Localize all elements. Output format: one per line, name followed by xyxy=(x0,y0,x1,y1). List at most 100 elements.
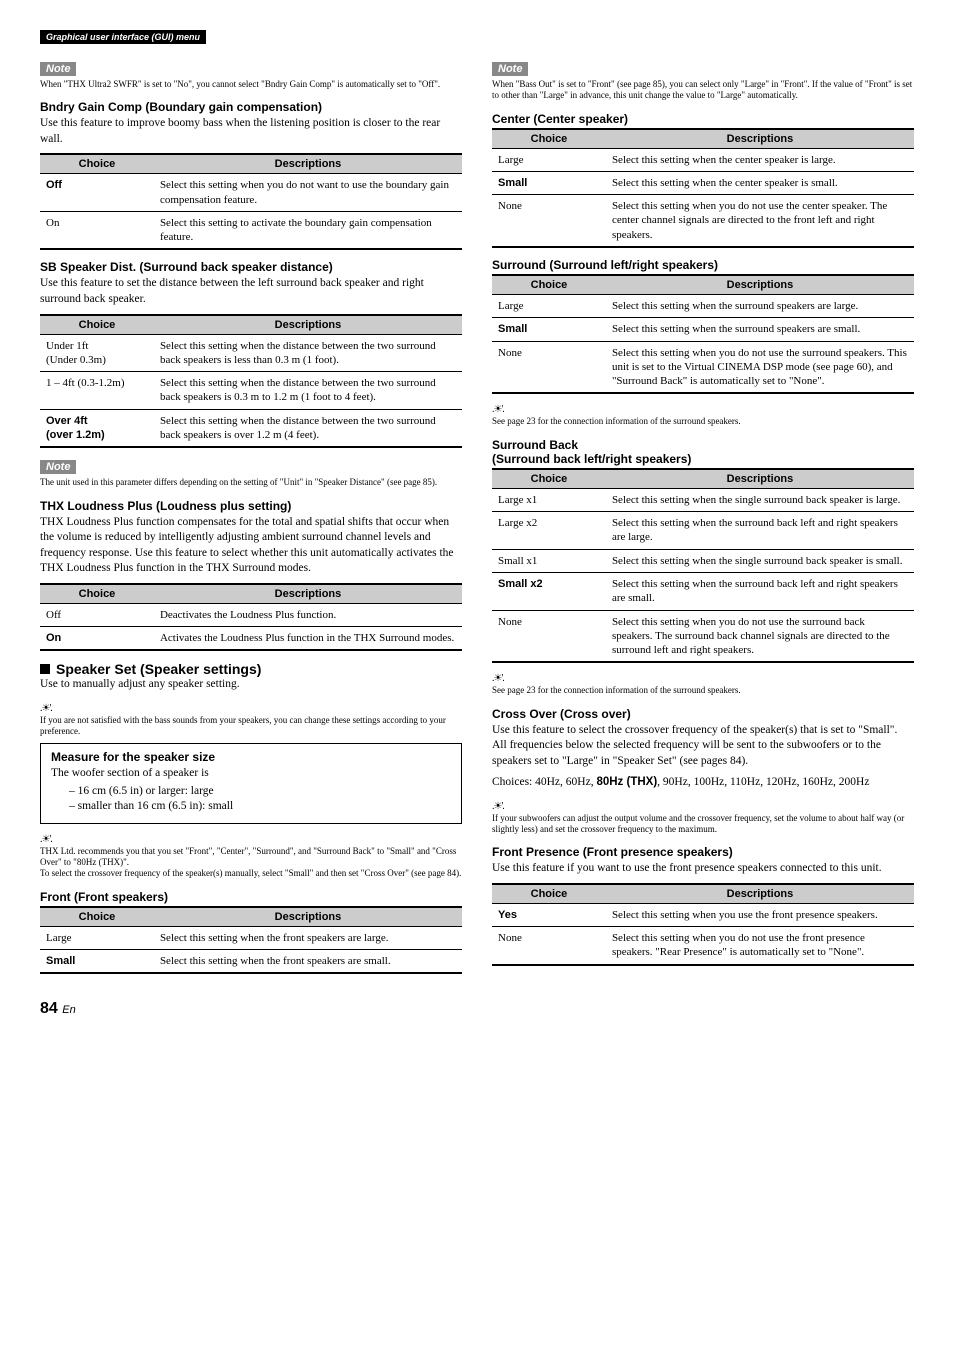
table-cell: Small xyxy=(40,949,154,973)
sb-body: Use this feature to set the distance bet… xyxy=(40,276,462,307)
table-cell: Small x1 xyxy=(492,549,606,572)
tip-icon: .☀'. xyxy=(40,703,52,714)
tip-icon: .☀'. xyxy=(492,404,504,415)
table-cell: None xyxy=(492,195,606,247)
thx-table: ChoiceDescriptions OffDeactivates the Lo… xyxy=(40,583,462,652)
sb-table: ChoiceDescriptions Under 1ft (Under 0.3m… xyxy=(40,314,462,449)
table-cell: Large xyxy=(492,294,606,317)
tip-icon: .☀'. xyxy=(492,673,504,684)
th-desc: Descriptions xyxy=(606,275,914,295)
th-desc: Descriptions xyxy=(606,129,914,149)
table-cell: None xyxy=(492,610,606,662)
table-cell: On xyxy=(40,211,154,249)
table-cell: Large x2 xyxy=(492,512,606,550)
th-choice: Choice xyxy=(40,907,154,927)
tip-text: THX Ltd. recommends you that you set "Fr… xyxy=(40,846,462,880)
tip-text: See page 23 for the connection informati… xyxy=(492,685,914,696)
th-desc: Descriptions xyxy=(606,469,914,489)
box-line: The woofer section of a speaker is xyxy=(51,766,451,782)
table-cell: Small xyxy=(492,171,606,194)
table-cell: Select this setting when the center spea… xyxy=(606,171,914,194)
table-cell: Select this setting when the surround sp… xyxy=(606,294,914,317)
header-bar: Graphical user interface (GUI) menu xyxy=(40,30,206,44)
surround-back-table: ChoiceDescriptions Large x1Select this s… xyxy=(492,468,914,664)
note-text: The unit used in this parameter differs … xyxy=(40,477,462,488)
surround-title: Surround (Surround left/right speakers) xyxy=(492,258,914,272)
table-cell: Select this setting when the single surr… xyxy=(606,488,914,511)
th-choice: Choice xyxy=(492,129,606,149)
front-title: Front (Front speakers) xyxy=(40,890,462,904)
page-number-value: 84 xyxy=(40,1000,58,1017)
measure-box: Measure for the speaker size The woofer … xyxy=(40,743,462,824)
table-cell: Small xyxy=(492,318,606,341)
front-table: ChoiceDescriptions LargeSelect this sett… xyxy=(40,906,462,975)
speaker-set-heading: Speaker Set (Speaker settings) xyxy=(40,661,462,677)
tip-text: If your subwoofers can adjust the output… xyxy=(492,813,914,836)
left-column: Note When "THX Ultra2 SWFR" is set to "N… xyxy=(40,56,462,980)
table-cell: 1 – 4ft (0.3-1.2m) xyxy=(40,372,154,410)
bndry-body: Use this feature to improve boomy bass w… xyxy=(40,116,462,147)
crossover-choices: Choices: 40Hz, 60Hz, 80Hz (THX), 90Hz, 1… xyxy=(492,775,914,791)
table-cell: Activates the Loudness Plus function in … xyxy=(154,626,462,650)
table-cell: None xyxy=(492,927,606,965)
table-cell: Yes xyxy=(492,903,606,926)
table-cell: Under 1ft (Under 0.3m) xyxy=(40,334,154,372)
table-cell: Over 4ft (over 1.2m) xyxy=(40,409,154,447)
table-cell: Off xyxy=(40,174,154,212)
th-choice: Choice xyxy=(492,469,606,489)
table-cell: Select this setting when the surround ba… xyxy=(606,572,914,610)
th-desc: Descriptions xyxy=(154,154,462,174)
th-desc: Descriptions xyxy=(154,315,462,335)
table-cell: Select this setting when the distance be… xyxy=(154,409,462,447)
table-cell: Select this setting when the front speak… xyxy=(154,949,462,973)
table-cell: Select this setting when you do not use … xyxy=(606,927,914,965)
front-presence-title: Front Presence (Front presence speakers) xyxy=(492,845,914,859)
note-label: Note xyxy=(492,62,528,76)
table-cell: Select this setting when the single surr… xyxy=(606,549,914,572)
crossover-body: Use this feature to select the crossover… xyxy=(492,723,914,770)
tip-text: See page 23 for the connection informati… xyxy=(492,416,914,427)
bndry-table: ChoiceDescriptions OffSelect this settin… xyxy=(40,153,462,250)
choices-bold: 80Hz (THX) xyxy=(596,776,657,788)
note-label: Note xyxy=(40,62,76,76)
surround-back-subtitle: (Surround back left/right speakers) xyxy=(492,452,914,466)
table-cell: Select this setting when the distance be… xyxy=(154,372,462,410)
note-text: When "Bass Out" is set to "Front" (see p… xyxy=(492,79,914,102)
th-choice: Choice xyxy=(492,275,606,295)
center-title: Center (Center speaker) xyxy=(492,112,914,126)
table-cell: Select this setting when you do not use … xyxy=(606,195,914,247)
content-columns: Note When "THX Ultra2 SWFR" is set to "N… xyxy=(40,56,914,980)
th-desc: Descriptions xyxy=(606,884,914,904)
table-cell: Select this setting when you use the fro… xyxy=(606,903,914,926)
th-desc: Descriptions xyxy=(154,584,462,604)
table-cell: Select this setting when the front speak… xyxy=(154,926,462,949)
table-cell: Large xyxy=(492,148,606,171)
choices-suffix: , 90Hz, 100Hz, 110Hz, 120Hz, 160Hz, 200H… xyxy=(657,776,869,788)
table-cell: Select this setting when the surround ba… xyxy=(606,512,914,550)
th-desc: Descriptions xyxy=(154,907,462,927)
box-list-item: 16 cm (6.5 in) or larger: large xyxy=(69,784,451,800)
table-cell: Select this setting when the distance be… xyxy=(154,334,462,372)
box-title: Measure for the speaker size xyxy=(51,750,451,764)
table-cell: None xyxy=(492,341,606,393)
th-choice: Choice xyxy=(492,884,606,904)
choices-prefix: Choices: 40Hz, 60Hz, xyxy=(492,776,596,788)
front-presence-body: Use this feature if you want to use the … xyxy=(492,861,914,877)
table-cell: Select this setting when you do not use … xyxy=(606,610,914,662)
bndry-title: Bndry Gain Comp (Boundary gain compensat… xyxy=(40,100,462,114)
tip-icon: .☀'. xyxy=(40,834,52,845)
surround-back-title: Surround Back xyxy=(492,438,914,452)
th-choice: Choice xyxy=(40,154,154,174)
speaker-set-body: Use to manually adjust any speaker setti… xyxy=(40,677,462,693)
table-cell: Off xyxy=(40,603,154,626)
note-label: Note xyxy=(40,460,76,474)
table-cell: Select this setting when the surround sp… xyxy=(606,318,914,341)
thx-title: THX Loudness Plus (Loudness plus setting… xyxy=(40,499,462,513)
speaker-set-heading-text: Speaker Set (Speaker settings) xyxy=(56,661,261,677)
table-cell: Select this setting when you do not want… xyxy=(154,174,462,212)
table-cell: Small x2 xyxy=(492,572,606,610)
tip-icon: .☀'. xyxy=(492,801,504,812)
front-presence-table: ChoiceDescriptions YesSelect this settin… xyxy=(492,883,914,966)
box-list-item: smaller than 16 cm (6.5 in): small xyxy=(69,799,451,815)
thx-body: THX Loudness Plus function compensates f… xyxy=(40,515,462,577)
